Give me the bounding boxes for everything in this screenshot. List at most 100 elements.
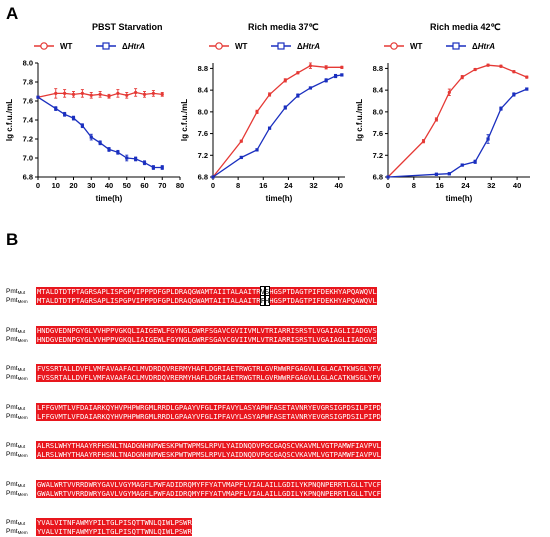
alignment-block: PmtMut LFFGVMTLVFDAIARKQYHVPHPWRGMLRRDLGP… [6,403,381,421]
chart-2: Rich media 37℃ WT ΔHtrA 0 8 16 24 32 40 6.8 7.2 7.6… [180,22,345,203]
chart-3: Rich media 42℃ WT ΔHtrA 0 8 16 24 32 40 6.8 7.2 7.6… [355,22,530,203]
data-point [142,92,147,96]
data-point [386,175,390,179]
y-tick-label: 8.0 [373,107,383,116]
data-point [486,137,490,141]
data-point [151,91,155,95]
chart-1: PBST Starvation WT ΔHtrA 0 10 20 30 40 50 60 70 80 6… [5,22,184,203]
data-point [54,107,58,111]
data-point [447,172,451,176]
data-point [473,67,477,72]
chart-title: PBST Starvation [92,22,163,32]
alignment-row-mem: PmtMem FVSSRTALLDVFLVMFAVAAFACLMVDRDQVRER… [6,373,381,382]
data-point [267,92,272,97]
sequence-name: PmtMut [6,364,26,372]
legend-wt-marker [215,42,223,50]
data-point [80,124,84,128]
data-point [160,92,164,96]
data-point [447,90,451,94]
alignment-row-mut: PmtMut LFFGVMTLVFDAIARKQYHVPHPWRGMLRRDLGP… [6,403,381,412]
alignment-row-mem: PmtMem YVALVITNFAWMYPILTGLPISQTTWNLQIWLPS… [6,527,192,536]
data-point [211,175,215,179]
data-point [134,90,138,95]
sequence-name: PmtMem [6,450,28,458]
data-point [525,87,529,91]
series-line [387,64,528,178]
chart-legend: WT ΔHtrA [34,42,145,51]
sequence-residues: FVSSRTALLDVFLVMFAVAAFACLMVDRDQVRERMYHAFL… [36,373,381,382]
sequence-name: PmtMem [6,296,28,304]
data-point [89,135,93,139]
data-point [63,112,67,116]
alignment-block: PmtMut YVALVITNFAWMYPILTGLPISQTTWNLQIWLPS… [6,518,192,536]
series-wt [36,88,164,99]
residue-run: HGSPTDAGTPIFDEKHYAPQAWQVL [269,287,377,296]
x-tick-label: 40 [335,181,343,190]
sequence-name: PmtMut [6,480,26,488]
panel-b-label: B [6,230,19,249]
x-tick-label: 0 [386,181,390,190]
x-tick-label: 16 [259,181,267,190]
sequence-name: PmtMut [6,326,26,334]
alignment-row-mem: PmtMem LFFGVMTLVFDAIARKQYHVPHPWRGMLRRDLGP… [6,412,381,421]
sequence-residues: GWALWRTVVRRDWRYGAVLVGYMAGFLPWFADIDRQMYFF… [36,480,381,489]
data-point [54,91,58,95]
data-point [499,64,503,68]
data-point [134,157,138,161]
data-point [98,141,102,145]
series-htra [211,73,344,179]
data-point [98,92,102,96]
x-tick-label: 50 [123,181,131,190]
sequence-residues: YVALVITNFAWMYPILTGLPISQTTWNLQIWLPSWR [36,527,192,536]
x-tick-label: 70 [158,181,166,190]
alignment-row-mut: PmtMut ALRSLWHYTHAAYRFHSNLTNADGNHNPWESKPW… [6,441,381,450]
y-tick-label: 8.4 [198,86,209,95]
residue-run: LFFGVMTLVFDAIARKQYHVPHPWRGMLRRDLGPAAYVFG… [37,403,381,412]
sequence-name: PmtMem [6,373,28,381]
chart-legend: WT ΔHtrA [209,42,320,51]
x-tick-label: 32 [309,181,317,190]
y-tick-label: 7.0 [23,154,33,163]
data-point [283,105,287,110]
x-tick-label: 24 [461,181,470,190]
x-tick-label: 8 [412,181,416,190]
data-point [239,139,243,143]
sequence-name: PmtMut [6,403,26,411]
y-tick-label: 7.8 [23,78,33,87]
sequence-residues: ALRSLWHYTHAAYRFHSNLTNADGNHNPWESKPWTWPMSL… [36,450,381,459]
data-point [434,172,439,176]
sequence-residues: HNDGVEDNPGYGLVVHPPVGKQLIAIGEWLFGYNGLGWRF… [36,326,377,335]
residue-run: MTALDTDTPTAGRSAPLISPGPVIPPPDFGPLDRAQGWAM… [37,287,261,296]
alignment-row-mut: PmtMut FVSSRTALLDVFLVMFAVAAFACLMVDRDQVRER… [6,364,381,373]
sequence-name: PmtMem [6,335,28,343]
y-tick-label: 6.8 [373,173,383,182]
series-htra [386,87,529,179]
data-point [460,163,464,167]
residue-run: GWALWRTVVRRDWRYGAVLVGYMAGFLPWFADIDRQMYFF… [37,480,381,489]
y-axis-label: lg c.f.u./mL [180,99,189,141]
x-tick-label: 80 [176,181,184,190]
data-point [486,63,490,67]
sequence-residues: MTALDTDTPTAGRSAPLISPGPVIPPPDFGPLDRAQGWAM… [36,286,377,297]
sequence-name: PmtMut [6,518,26,526]
data-point [63,91,67,95]
residue-run: HGSPTDAGTPIFDEKHYAPQAWQVL [269,296,377,305]
alignment-row-mut: PmtMut YVALVITNFAWMYPILTGLPISQTTWNLQIWLPS… [6,518,192,527]
x-tick-label: 24 [284,181,293,190]
data-point [460,75,464,79]
data-point [116,150,120,154]
alignment-row-mem: PmtMem ALRSLWHYTHAAYRFHSNLTNADGNHNPWESKPW… [6,450,381,459]
legend-htra-marker [102,42,110,50]
legend-htra-marker [452,42,460,50]
y-tick-label: 7.6 [23,97,33,106]
x-tick-label: 40 [105,181,113,190]
y-tick-label: 7.2 [198,151,208,160]
series-htra [36,95,164,170]
data-point [107,147,111,152]
mismatch-residue: V [259,286,266,297]
mismatch-residue: F [259,295,266,306]
legend-htra-marker [277,42,285,50]
alignment-row-mem: PmtMem MTALDTDTPTAGRSAPLISPGPVIPPPDFGPLDR… [6,295,377,306]
alignment-row-mut: PmtMut MTALDTDTPTAGRSAPLISPGPVIPPPDFGPLDR… [6,286,377,297]
sequence-residues: MTALDTDTPTAGRSAPLISPGPVIPPPDFGPLDRAQGWAM… [36,295,377,306]
